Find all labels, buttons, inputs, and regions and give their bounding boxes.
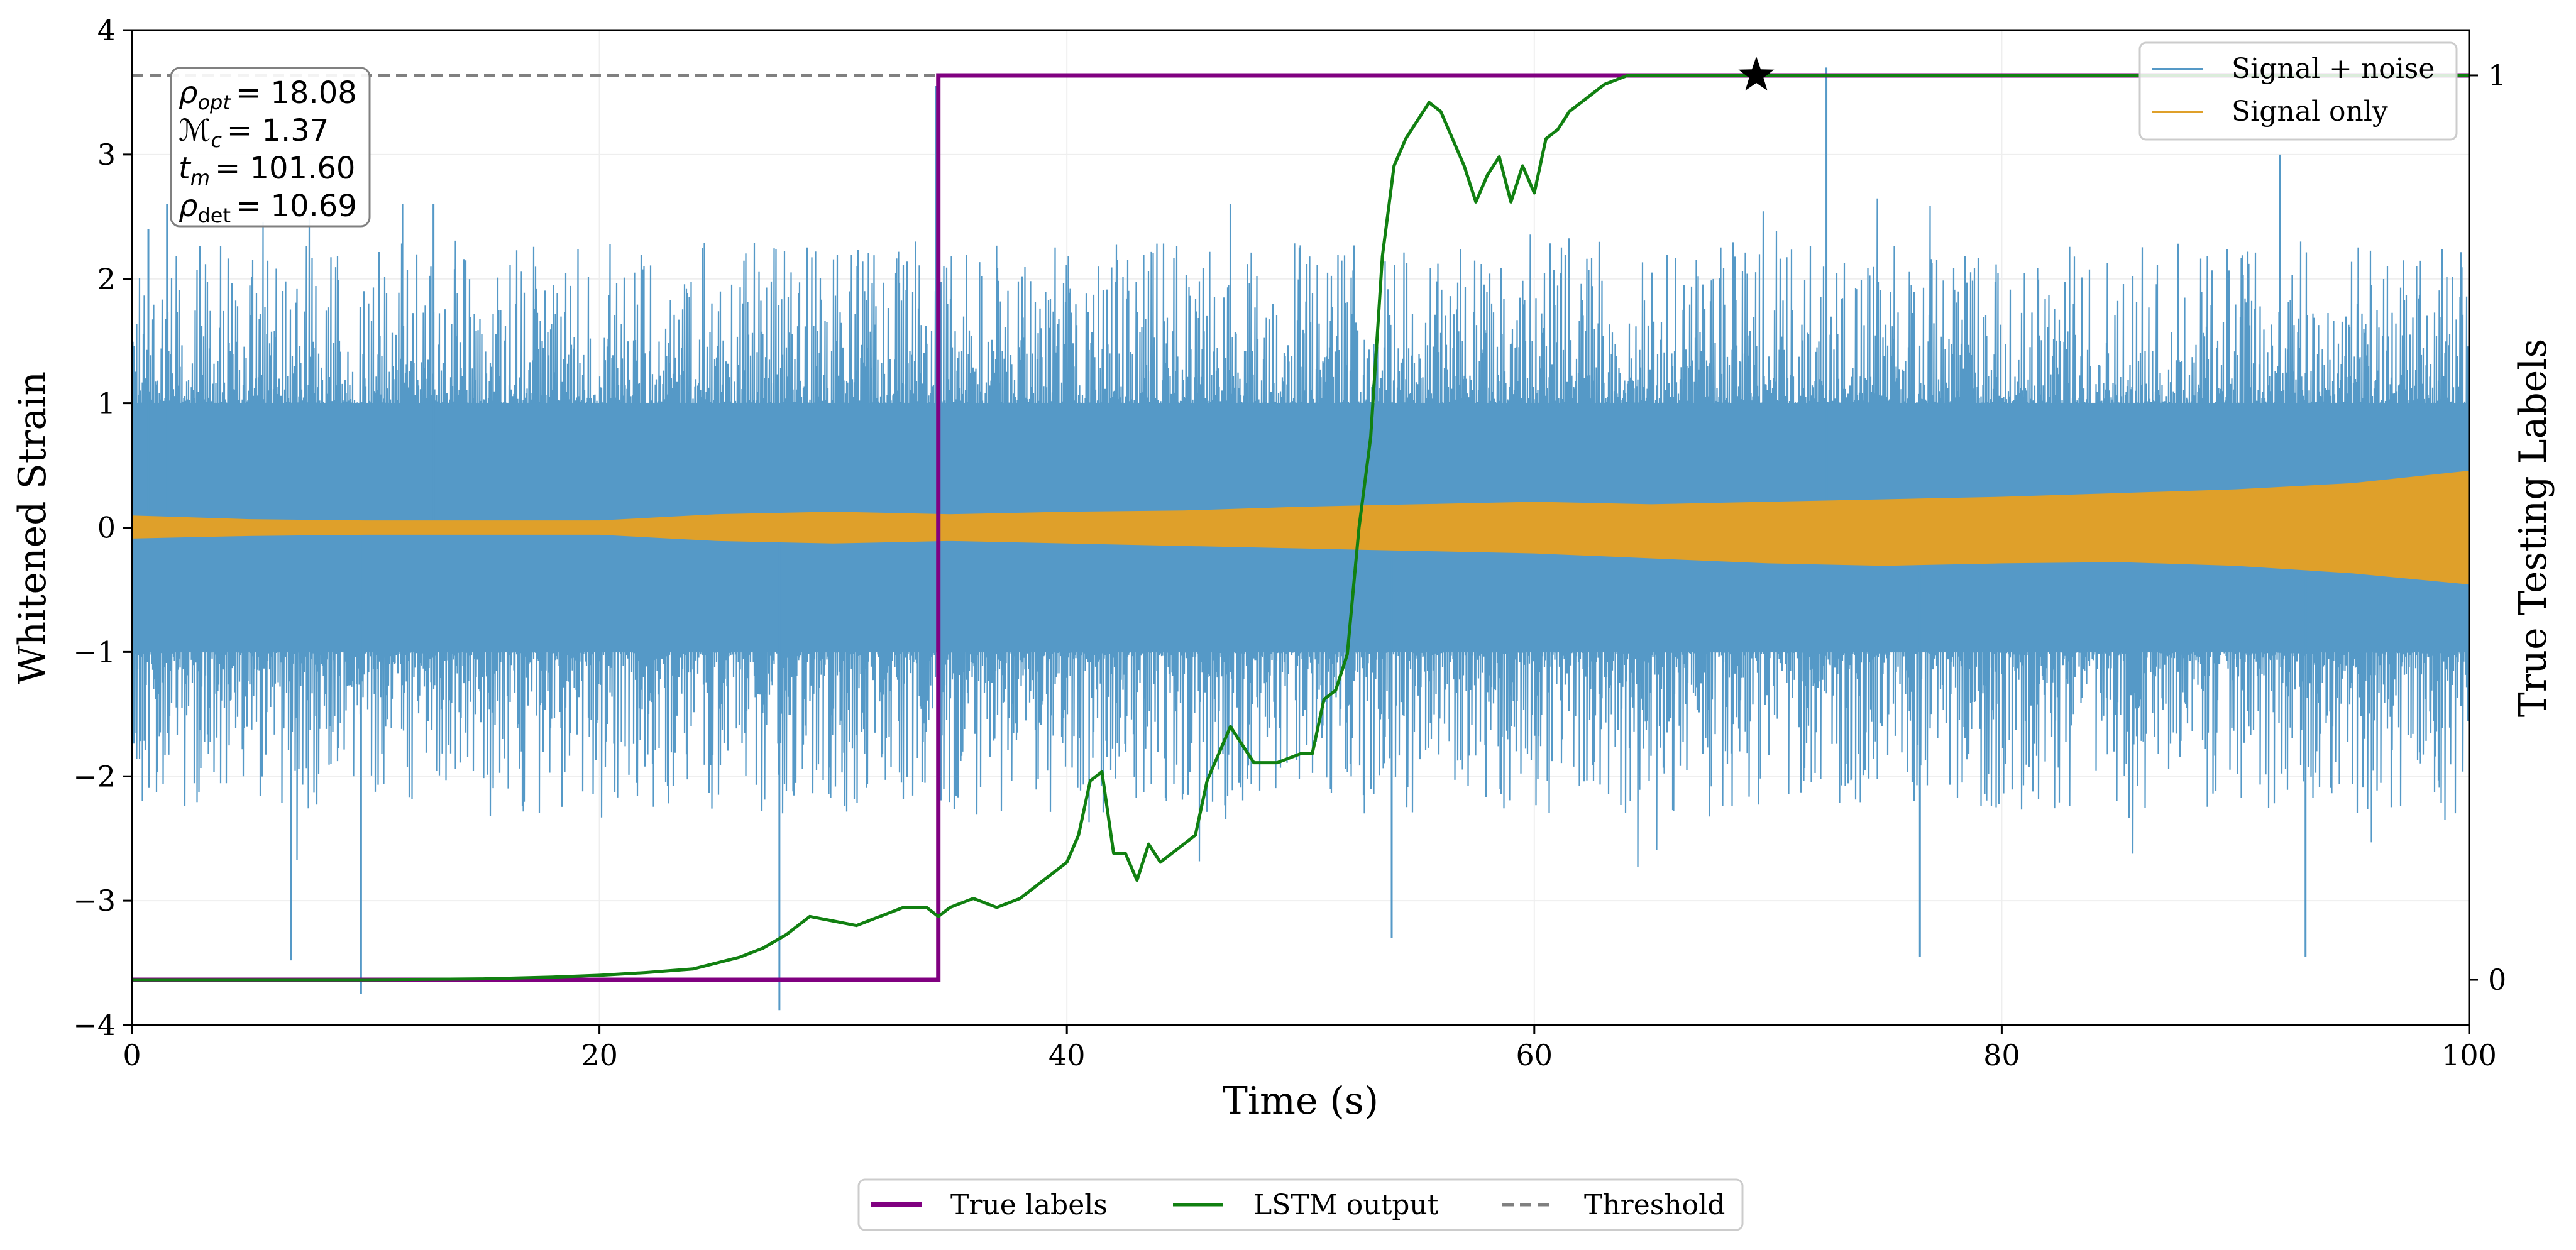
- y-tick-label: −2: [73, 759, 116, 793]
- y-tick-label: 2: [97, 262, 116, 296]
- info-tm-symbol: t: [179, 151, 192, 186]
- x-tick-label: 60: [1516, 1038, 1553, 1072]
- x-tick-label: 20: [581, 1038, 618, 1072]
- info-rho-opt-symbol: ρ: [179, 75, 197, 111]
- x-tick-label: 0: [123, 1038, 141, 1072]
- x-tick-label: 40: [1049, 1038, 1086, 1072]
- legend-label-true-labels: True labels: [950, 1189, 1108, 1221]
- y-tick-label: −3: [73, 884, 116, 918]
- legend-top-frame: [2138, 41, 2458, 141]
- parameter-info-box: ρopt = 18.08 ℳc = 1.37 tm = 101.60 ρdet = 10…: [170, 67, 371, 228]
- y-right-tick-label: 1: [2488, 58, 2506, 92]
- info-tm-sub: m: [190, 166, 210, 190]
- series-signal-only: [132, 470, 2469, 585]
- info-box-frame: [170, 67, 371, 228]
- series-signal-noise: [132, 198, 2469, 867]
- info-mc-value: = 1.37: [227, 113, 329, 148]
- info-rho-opt-sub: opt: [197, 90, 231, 114]
- y-tick-label: 0: [97, 511, 116, 545]
- info-chirp-mass: ℳc = 1.37: [179, 113, 329, 152]
- y-tick-label: 1: [97, 387, 116, 420]
- legend-bottom-frame: [857, 1178, 1744, 1231]
- x-axis-title: Time (s): [1223, 1079, 1379, 1123]
- info-tm-value: = 101.60: [215, 151, 355, 186]
- y-right-tick-label: 0: [2488, 963, 2506, 997]
- y-tick-label: 4: [97, 13, 116, 47]
- series-lstm-output: [132, 74, 2469, 982]
- info-rho-det-value: = 10.69: [236, 189, 357, 224]
- plot-data: [132, 67, 2469, 1011]
- info-merger-time: tm = 101.60: [179, 151, 355, 190]
- legend-label-signal-noise: Signal + noise: [2232, 53, 2435, 85]
- y-tick-label: −1: [73, 635, 116, 669]
- info-mc-symbol: ℳ: [179, 113, 211, 148]
- legend-bottom: True labels LSTM output Threshold: [857, 1178, 1744, 1231]
- info-rho-det-symbol: ρ: [179, 189, 197, 224]
- info-rho-det-sub: det: [197, 204, 231, 228]
- legend-top-right: Signal + noise Signal only: [2138, 41, 2458, 141]
- x-tick-label: 100: [2441, 1038, 2497, 1072]
- y-axis-right-title: True Testing Labels: [2511, 339, 2555, 718]
- info-rho-opt-value: = 18.08: [236, 75, 357, 111]
- info-rho-det: ρdet = 10.69: [179, 189, 357, 228]
- legend-label-threshold: Threshold: [1584, 1189, 1725, 1221]
- y-tick-label: −4: [73, 1008, 116, 1042]
- legend-label-signal-only: Signal only: [2232, 96, 2388, 128]
- x-tick-label: 80: [1983, 1038, 2020, 1072]
- y-axis-title: Whitened Strain: [11, 371, 55, 684]
- info-rho-opt: ρopt = 18.08: [179, 75, 357, 114]
- info-mc-sub: c: [211, 128, 222, 152]
- detection-star-marker: [1738, 57, 1775, 91]
- legend-label-lstm: LSTM output: [1253, 1189, 1439, 1221]
- y-tick-label: 3: [97, 138, 116, 172]
